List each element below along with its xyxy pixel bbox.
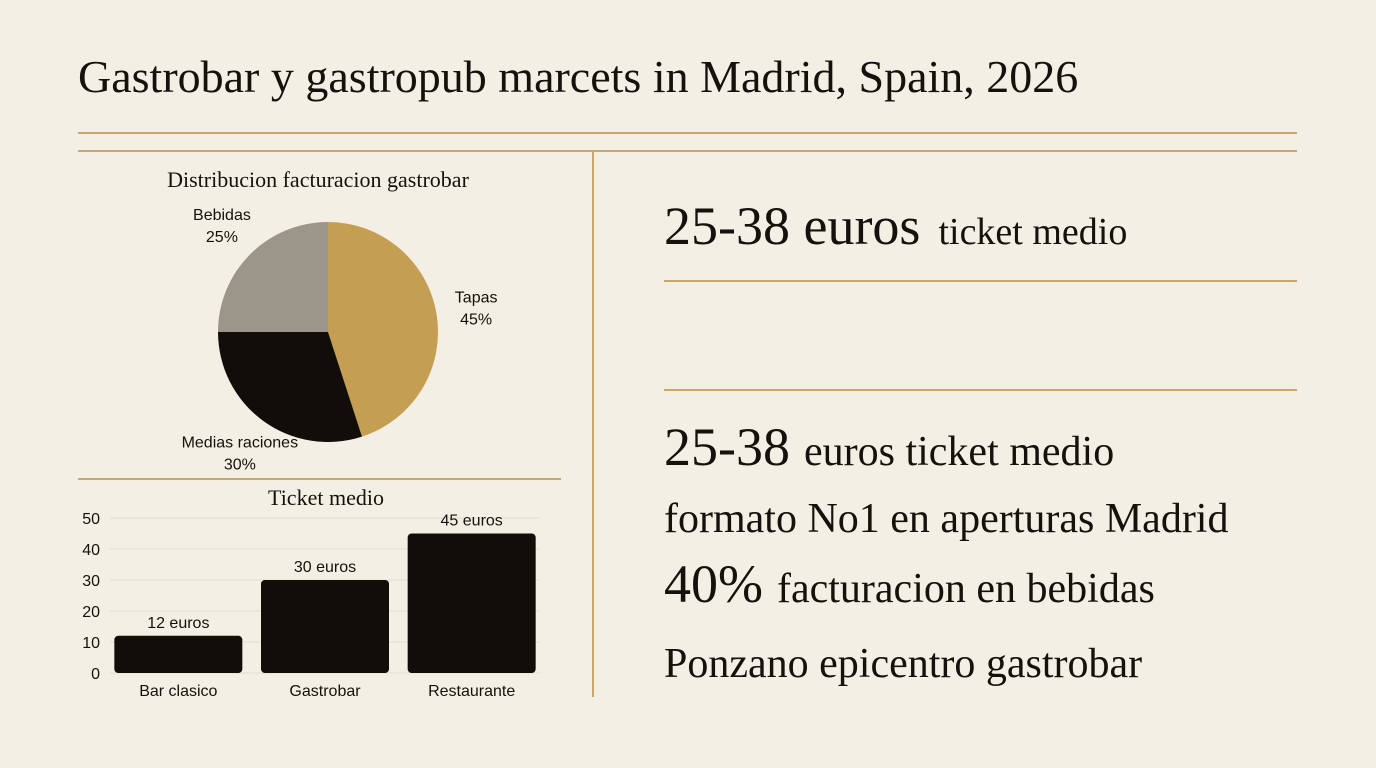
highlight-value: 25-38 euros xyxy=(664,196,920,256)
slice-value: 45% xyxy=(460,312,492,329)
y-tick-label: 50 xyxy=(82,511,100,528)
pie-slice xyxy=(218,222,328,332)
stat-number: 40% xyxy=(664,554,763,614)
highlight-label: ticket medio xyxy=(938,211,1127,253)
slice-value: 30% xyxy=(224,456,256,473)
stat-text: Ponzano epicentro gastrobar xyxy=(664,641,1142,687)
y-tick-label: 0 xyxy=(91,666,100,683)
bar xyxy=(261,580,389,673)
bar xyxy=(114,635,243,673)
stat-number: 25-38 xyxy=(664,417,790,477)
stat-text: formato No1 en aperturas Madrid xyxy=(664,496,1228,542)
bar-value-label: 45 euros xyxy=(441,513,503,530)
bar-value-label: 30 euros xyxy=(294,559,356,576)
slice-label: Bebidas xyxy=(193,207,251,224)
x-tick-label: Gastrobar xyxy=(289,683,361,700)
bar xyxy=(407,533,536,673)
slice-value: 25% xyxy=(206,229,238,246)
y-tick-label: 20 xyxy=(82,604,100,621)
slice-label: Medias raciones xyxy=(182,434,299,451)
stat-text: facturacion en bebidas xyxy=(777,566,1155,612)
x-tick-label: Bar clasico xyxy=(139,683,217,700)
bar-value-label: 12 euros xyxy=(147,615,209,632)
x-tick-label: Restaurante xyxy=(428,683,515,700)
stat-line: Ponzano epicentro gastrobar xyxy=(664,641,1142,687)
pie-slice xyxy=(328,222,438,437)
stat-line: formato No1 en aperturas Madrid xyxy=(664,496,1228,542)
stat-line: 40% facturacion en bebidas xyxy=(664,554,1155,614)
slice-label: Tapas xyxy=(455,290,498,307)
y-tick-label: 10 xyxy=(82,635,100,652)
bar-title: Ticket medio xyxy=(268,485,384,510)
y-tick-label: 40 xyxy=(82,542,100,559)
stat-list: 25-38 euros ticket medio formato No1 en ap… xyxy=(664,417,1228,687)
stat-line: 25-38 euros ticket medio xyxy=(664,417,1114,477)
pie-title: Distribucion facturacion gastrobar xyxy=(167,167,469,192)
page-title: Gastrobar y gastropub marcets in Madrid,… xyxy=(78,51,1078,102)
y-tick-label: 30 xyxy=(82,573,100,590)
pie-slice xyxy=(218,332,362,442)
highlight: 25-38 euros ticket medio xyxy=(664,196,1127,256)
stat-text: euros ticket medio xyxy=(804,429,1114,475)
